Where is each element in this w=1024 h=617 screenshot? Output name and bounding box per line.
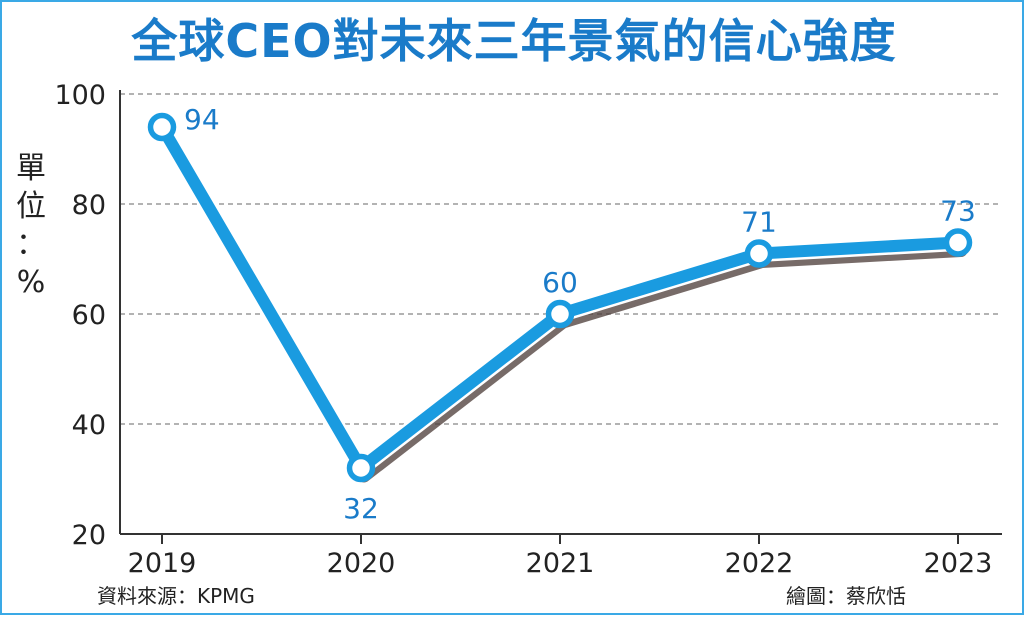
x-tick-label-2019: 2019 — [128, 548, 197, 579]
data-point-2020 — [346, 453, 376, 483]
y-tick-label-20: 20 — [72, 520, 106, 551]
data-point-2021 — [545, 299, 575, 329]
data-label-2020: 32 — [343, 492, 379, 525]
x-tick-label-2020: 2020 — [327, 548, 396, 579]
y-tick-label-40: 40 — [72, 410, 106, 441]
y-axis-label-char: % — [16, 265, 46, 300]
series-layer — [147, 112, 973, 483]
data-label-2021: 60 — [542, 266, 578, 299]
data-point-2022 — [744, 239, 774, 268]
y-axis-label-char: 位 — [16, 189, 46, 224]
axis-layer: 20 40 60 80 100 2019 2020 2021 2022 2023 — [54, 80, 1002, 579]
y-tick-label-80: 80 — [72, 190, 106, 221]
x-tick-label-2022: 2022 — [725, 548, 794, 579]
data-point-2019 — [147, 112, 177, 142]
label-layer: 94 32 60 71 73 — [184, 103, 976, 525]
credit-note: 繪圖：蔡欣恬 — [786, 584, 906, 608]
y-axis-label-char: 單 — [16, 151, 46, 186]
x-tick-label-2023: 2023 — [924, 548, 993, 579]
data-label-2019: 94 — [184, 103, 220, 136]
data-point-2023 — [943, 228, 973, 257]
y-tick-label-60: 60 — [72, 300, 106, 331]
source-note: 資料來源：KPMG — [97, 584, 255, 608]
x-tick-label-2021: 2021 — [526, 548, 595, 579]
data-label-2023: 73 — [940, 195, 976, 228]
y-axis-label: 單位：% — [12, 150, 50, 302]
data-label-2022: 71 — [741, 206, 777, 239]
chart-title: 全球CEO對未來三年景氣的信心強度 — [131, 14, 897, 68]
y-tick-label-100: 100 — [54, 80, 106, 111]
y-axis-label-char: ： — [16, 227, 46, 262]
